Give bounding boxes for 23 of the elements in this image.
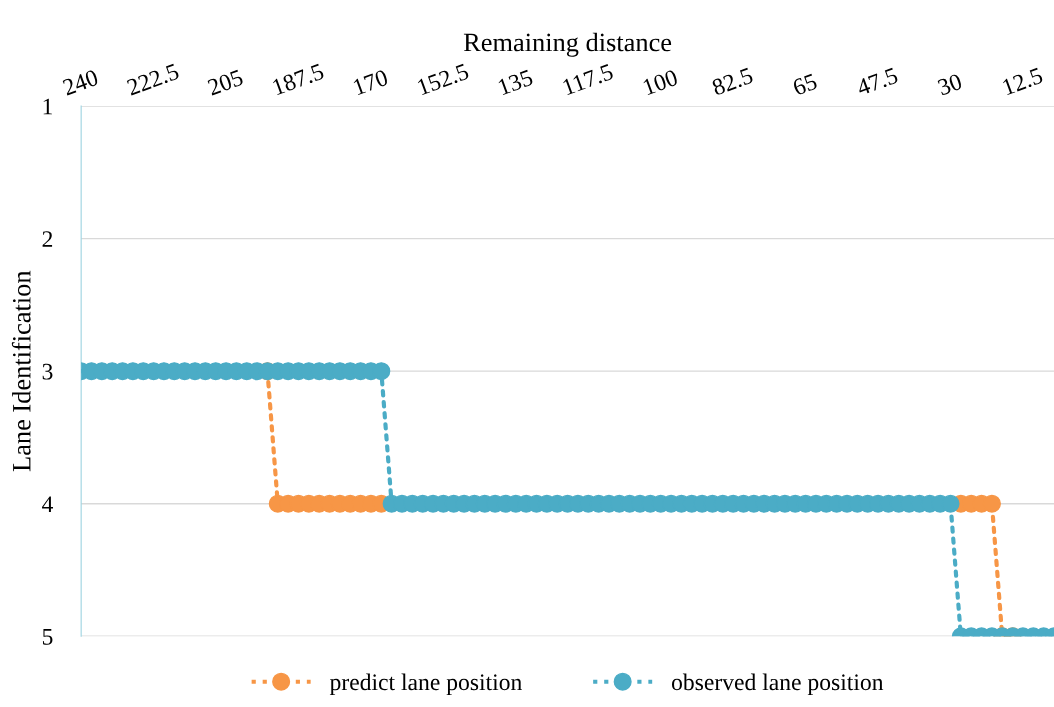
y-tick-label: 3: [42, 363, 53, 380]
y-tick-label: 2: [42, 231, 53, 247]
x-tick-label: 65: [792, 73, 818, 96]
x-tick-label: 82.5: [711, 67, 754, 96]
legend-label: predict lane position: [329, 673, 522, 696]
y-tick-label: 1: [43, 98, 52, 115]
y-axis-title: Lane Identification: [11, 270, 31, 472]
x-tick-label: 117.5: [562, 63, 615, 96]
x-tick-label: 12.5: [1002, 67, 1044, 96]
x-tick-label: 30: [937, 73, 963, 96]
x-tick-label: 100: [642, 69, 679, 96]
x-tick-label: 170: [352, 69, 389, 96]
x-tick-label: 135: [497, 69, 534, 96]
x-tick-label: 240: [62, 69, 99, 96]
y-tick-label: 5: [42, 629, 53, 645]
x-tick-label: 187.5: [272, 63, 325, 96]
x-tick-label: 222.5: [126, 63, 180, 96]
y-tick-label: 4: [42, 496, 54, 512]
x-tick-label: 47.5: [855, 67, 899, 96]
x-tick-label: 152.5: [416, 63, 470, 96]
x-tick-label: 205: [206, 69, 244, 96]
x-axis-title: Remaining distance: [463, 32, 672, 57]
legend-label: observed lane position: [671, 673, 884, 696]
